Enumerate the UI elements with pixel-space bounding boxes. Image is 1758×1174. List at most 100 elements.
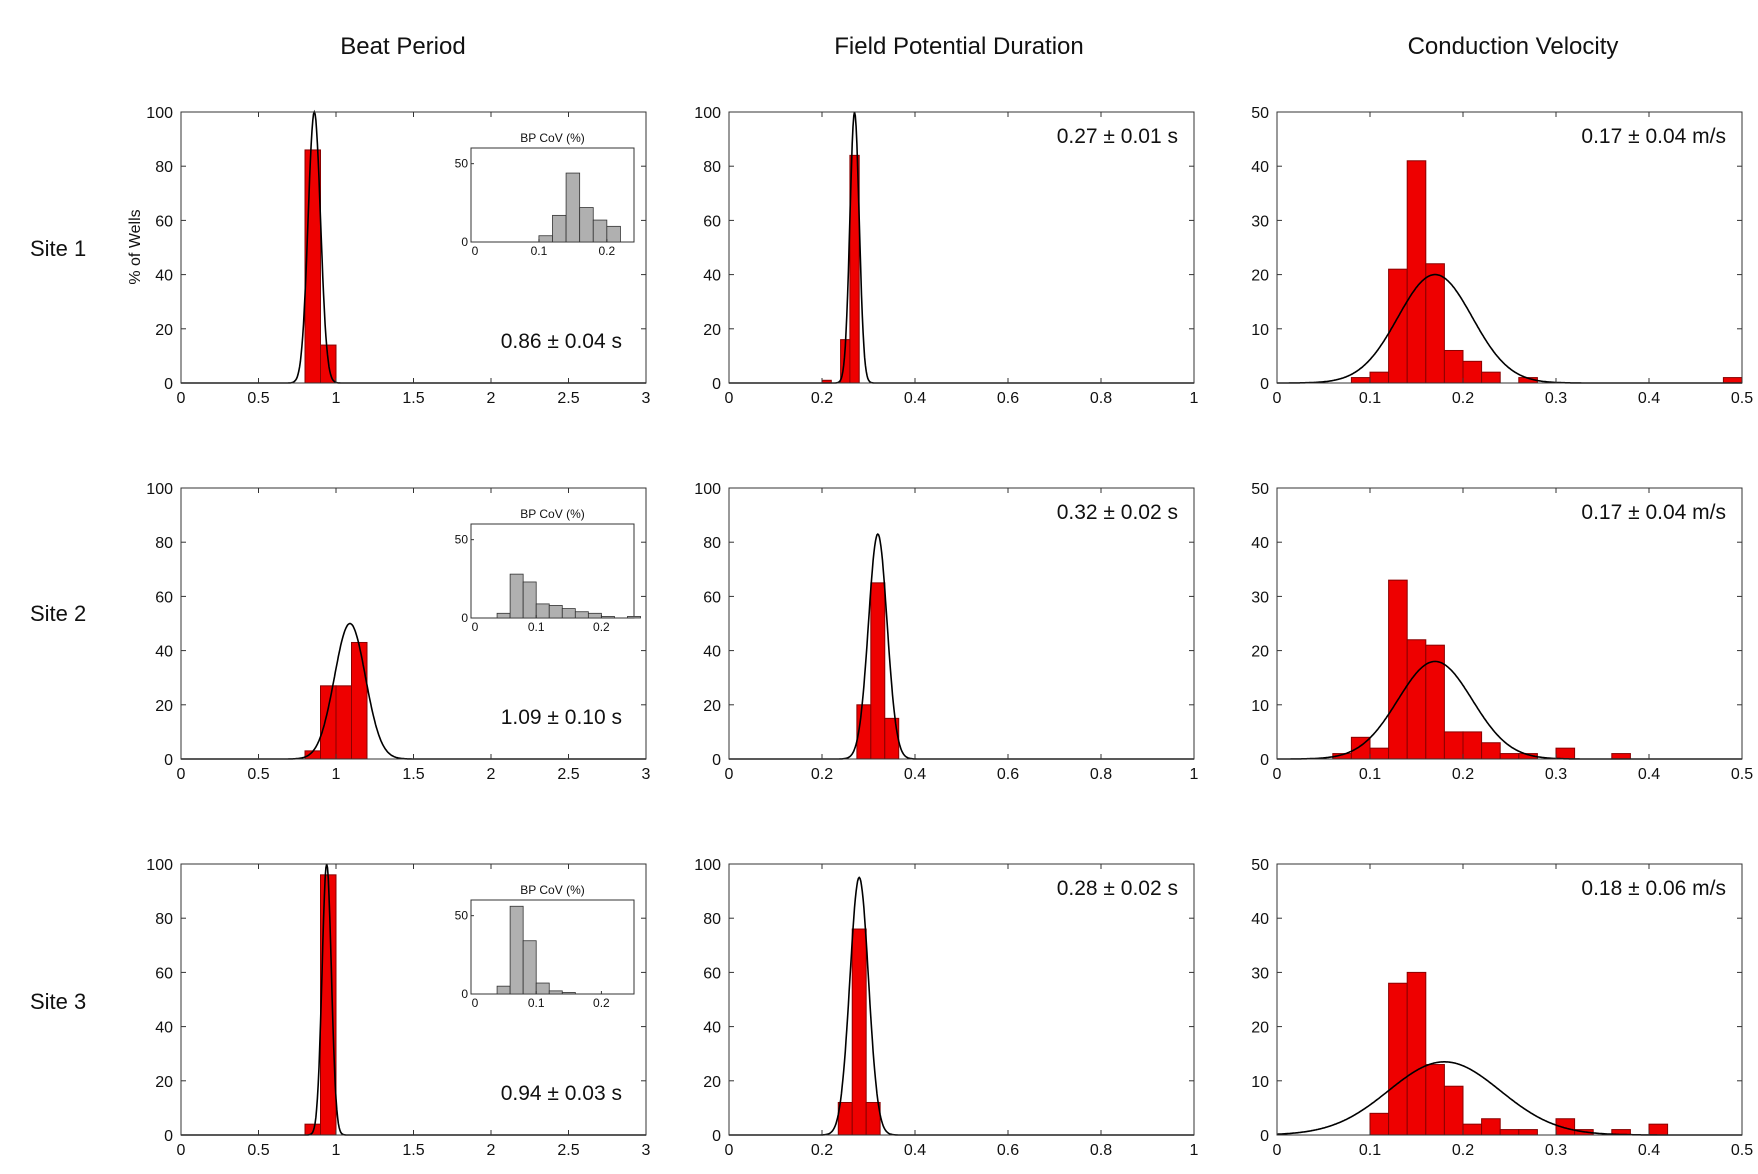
- histogram-bar: [1388, 579, 1408, 760]
- gaussian-fit-line: [729, 533, 1194, 760]
- axes-box: [1276, 111, 1743, 384]
- histogram-bar: [304, 149, 321, 384]
- inset-y-tick-label: 50: [455, 157, 469, 171]
- y-tick-label: 30: [1251, 589, 1269, 606]
- y-tick-label: 100: [694, 857, 721, 874]
- axes-box: [728, 863, 1195, 1136]
- x-tick-label: 0.5: [247, 390, 269, 407]
- y-tick-label: 60: [155, 589, 173, 606]
- y-tick-label: 40: [1251, 911, 1269, 928]
- y-tick-label: 50: [1251, 857, 1269, 874]
- gaussian-fit-line: [729, 111, 1194, 384]
- histogram-bar: [1462, 731, 1483, 760]
- panel-conduction-velocity-site-3: 0 0.1 0.2 0.3 0.4 0.5 0 10 20 30 40 50 0.18 ± 0.06 m…: [1251, 857, 1753, 1159]
- y-tick-label: 80: [703, 535, 721, 552]
- x-tick-label: 0: [177, 766, 186, 783]
- inset-bar: [496, 612, 511, 619]
- x-tick-label: 1: [1190, 766, 1199, 783]
- inset-bar: [565, 172, 581, 243]
- histogram-bar: [1388, 982, 1408, 1136]
- inset-axes-box: [470, 899, 635, 995]
- x-tick-label: 2: [487, 1142, 496, 1159]
- x-tick-label: 0.1: [1359, 1142, 1381, 1159]
- x-tick-label: 0: [1273, 766, 1282, 783]
- axes-box: [728, 111, 1195, 384]
- mean-sd-annotation: 0.94 ± 0.03 s: [501, 1082, 622, 1105]
- histogram-bar: [1425, 263, 1445, 384]
- histogram-bar: [1443, 1085, 1464, 1136]
- inset-bar: [509, 905, 524, 995]
- x-tick-label: 2.5: [557, 1142, 579, 1159]
- x-tick-label: 1: [1190, 1142, 1199, 1159]
- x-tick-label: 3: [642, 390, 651, 407]
- histogram-bar: [865, 1101, 881, 1136]
- x-tick-label: 2: [487, 390, 496, 407]
- inset-title: BP CoV (%): [520, 507, 584, 521]
- inset-bar: [592, 219, 608, 243]
- x-tick-label: 2.5: [557, 766, 579, 783]
- inset-y-tick-label: 0: [461, 235, 468, 249]
- y-tick-label: 20: [703, 1074, 721, 1091]
- histogram-bar: [1499, 753, 1520, 760]
- x-tick-label: 1: [1190, 390, 1199, 407]
- histogram-bar: [1648, 1123, 1669, 1136]
- histogram-bar: [1425, 1064, 1445, 1136]
- histogram-bar: [1369, 747, 1390, 760]
- histogram-bar: [1406, 160, 1427, 384]
- inset-bar: [522, 581, 537, 619]
- x-tick-label: 0.4: [1638, 766, 1660, 783]
- histogram-bar: [1481, 742, 1501, 760]
- histogram-bar: [1369, 1112, 1390, 1136]
- y-tick-label: 20: [1251, 644, 1269, 661]
- inset-y-tick-label: 0: [461, 987, 468, 1001]
- y-tick-label: 60: [703, 589, 721, 606]
- y-tick-label: 80: [155, 535, 173, 552]
- x-tick-label: 3: [642, 766, 651, 783]
- y-tick-label: 60: [703, 213, 721, 230]
- histogram-bar: [837, 1101, 853, 1136]
- y-tick-label: 0: [1260, 1128, 1269, 1145]
- y-tick-label: 0: [1260, 376, 1269, 393]
- x-tick-label: 3: [642, 1142, 651, 1159]
- inset-bar: [548, 990, 563, 995]
- inset-x-tick-label: 0.1: [528, 996, 545, 1010]
- x-tick-label: 0.3: [1545, 390, 1567, 407]
- y-tick-label: 40: [155, 1020, 173, 1037]
- x-tick-label: 1: [332, 390, 341, 407]
- y-tick-label: 100: [146, 105, 173, 122]
- x-tick-label: 0.5: [1731, 390, 1753, 407]
- x-tick-label: 0: [725, 1142, 734, 1159]
- column-title-conduction-velocity: Conduction Velocity: [1408, 33, 1619, 60]
- x-tick-label: 0: [177, 390, 186, 407]
- y-tick-label: 100: [694, 481, 721, 498]
- y-tick-label: 10: [1251, 322, 1269, 339]
- x-tick-label: 1.5: [402, 1142, 424, 1159]
- histogram-bar: [870, 582, 886, 760]
- x-tick-label: 1: [332, 766, 341, 783]
- x-tick-label: 0.2: [811, 766, 833, 783]
- gaussian-fit-line: [1277, 660, 1742, 760]
- inset-cov-histogram: BP CoV (%) 0.1 0.2 00 50: [455, 131, 635, 258]
- panel-field-potential-duration-site-3: 0 0.2 0.4 0.6 0.8 1 0 20 40 60 80 100 0.28 ± 0.02 s: [694, 857, 1198, 1159]
- gaussian-fit-line: [181, 622, 646, 760]
- panel-beat-period-site-3: 0 0.5 1 1.5 2 2.5 3 0 20 40 60 80 100 0.94 ± 0.03 s BP…: [146, 857, 650, 1159]
- inset-bar: [522, 940, 537, 995]
- inset-x-origin-label: 0: [472, 996, 479, 1010]
- y-tick-label: 0: [712, 1128, 721, 1145]
- y-tick-label: 100: [146, 481, 173, 498]
- inset-axes-box: [470, 523, 635, 619]
- mean-sd-annotation: 0.86 ± 0.04 s: [501, 330, 622, 353]
- histogram-bar: [1722, 377, 1743, 384]
- x-tick-label: 0.3: [1545, 1142, 1567, 1159]
- y-axis-label: % of Wells: [127, 209, 144, 284]
- mean-sd-annotation: 0.18 ± 0.06 m/s: [1581, 877, 1726, 900]
- gaussian-fit-line: [1277, 273, 1742, 384]
- histogram-bar: [1611, 753, 1631, 760]
- column-title-field-potential-duration: Field Potential Duration: [834, 33, 1083, 60]
- y-tick-label: 20: [155, 1074, 173, 1091]
- y-tick-label: 0: [712, 752, 721, 769]
- y-tick-label: 80: [703, 159, 721, 176]
- x-tick-label: 0.8: [1090, 390, 1112, 407]
